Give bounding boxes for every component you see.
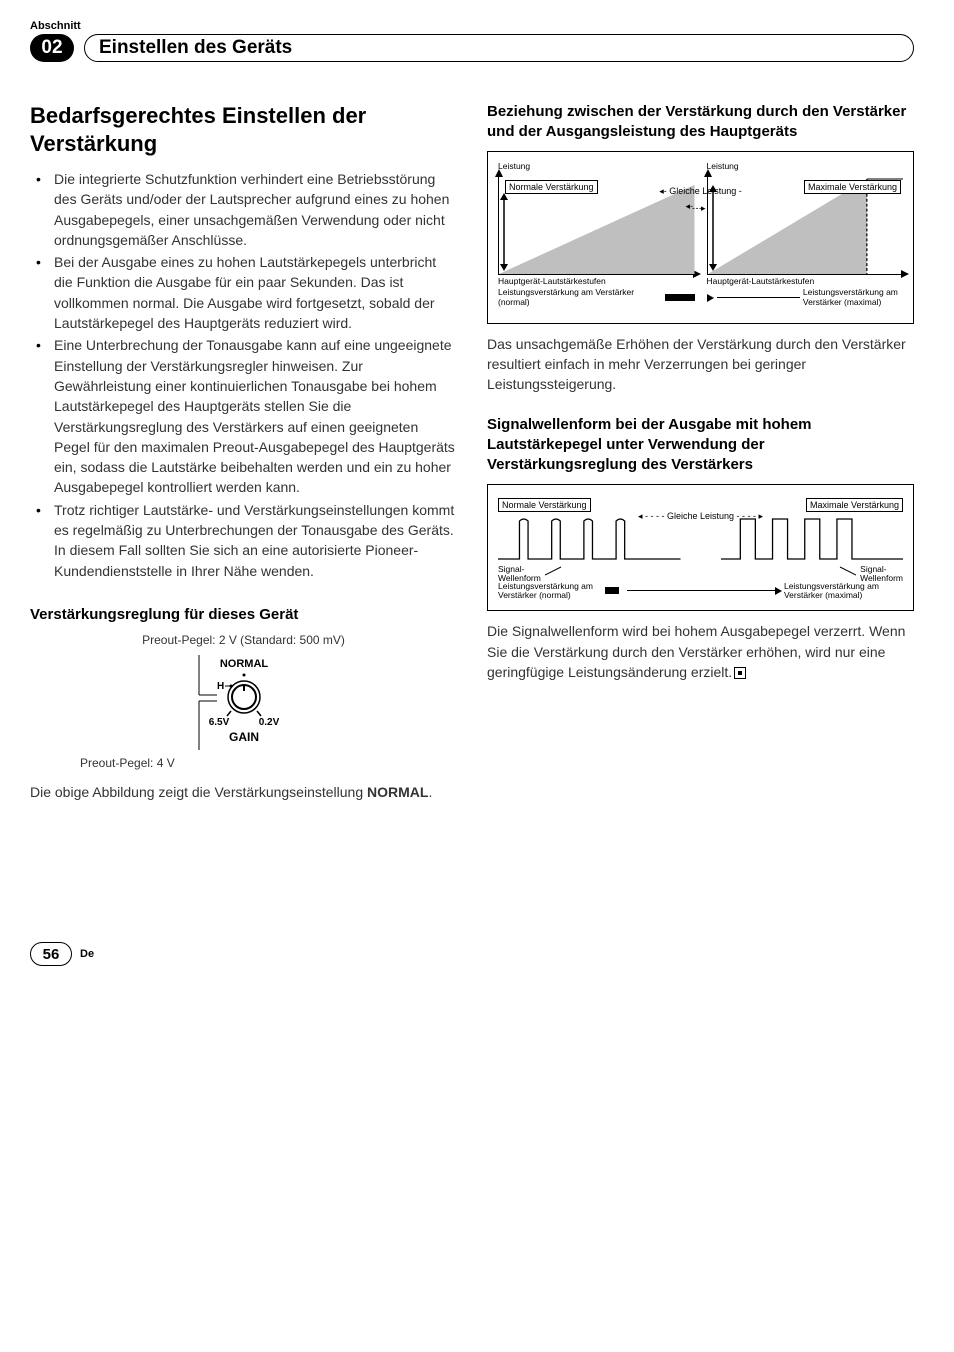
normal-gain-box: Normale Verstärkung bbox=[498, 498, 591, 512]
main-heading: Bedarfsgerechtes Einstellen der Verstärk… bbox=[30, 102, 457, 157]
end-mark-icon bbox=[734, 667, 746, 679]
list-item: Die integrierte Schutzfunktion verhinder… bbox=[30, 169, 457, 250]
list-item: Trotz richtiger Lautstärke- und Verstärk… bbox=[30, 500, 457, 581]
right-gain-label: Leistungsverstärkung am Verstärker (maxi… bbox=[803, 288, 903, 307]
section-label: Abschnitt bbox=[30, 20, 914, 32]
chapter-title-wrap: Einstellen des Geräts bbox=[84, 34, 914, 62]
svg-text:H: H bbox=[217, 681, 224, 692]
wave-heading: Signalwellenform bei der Ausgabe mit hoh… bbox=[487, 415, 914, 476]
gain-closing-text: Die obige Abbildung zeigt die Verstärkun… bbox=[30, 782, 457, 802]
list-item: Bei der Ausgabe eines zu hohen Lautstärk… bbox=[30, 252, 457, 333]
gain-caption-top: Preout-Pegel: 2 V (Standard: 500 mV) bbox=[30, 633, 457, 647]
bullet-list: Die integrierte Schutzfunktion verhinder… bbox=[30, 169, 457, 581]
svg-text:NORMAL: NORMAL bbox=[219, 658, 268, 670]
list-item: Eine Unterbrechung der Tonausgabe kann a… bbox=[30, 335, 457, 497]
relation-text: Das unsachgemäße Erhöhen der Verstärkung… bbox=[487, 334, 914, 395]
footer: 56 De bbox=[30, 942, 914, 966]
wave-panel-max: Maximale Verstärkung Signal- Wellenform bbox=[721, 495, 904, 585]
relation-heading: Beziehung zwischen der Verstärkung durch… bbox=[487, 102, 914, 143]
wave-panel-normal: Normale Verstärkung Signal- Wellenform bbox=[498, 495, 681, 585]
chapter-title: Einstellen des Geräts bbox=[99, 37, 292, 59]
left-gain-label: Leistungsverstärkung am Verstärker (norm… bbox=[498, 288, 662, 307]
header-bar: 02 Einstellen des Geräts bbox=[30, 34, 914, 62]
wave-text: Die Signalwellenform wird bei hohem Ausg… bbox=[487, 621, 914, 682]
gain-heading: Verstärkungsreglung für dieses Gerät bbox=[30, 605, 457, 625]
max-gain-box: Maximale Verstärkung bbox=[806, 498, 903, 512]
x-axis-label: Hauptgerät-Lautstärkestufen bbox=[707, 277, 904, 286]
gain-knob-svg: NORMAL H 6.5V 0.2V bbox=[169, 655, 319, 750]
closing-text-1: Die obige Abbildung zeigt die Verstärkun… bbox=[30, 784, 367, 800]
x-axis-label: Hauptgerät-Lautstärkestufen bbox=[498, 277, 695, 286]
page-number: 56 bbox=[30, 942, 72, 966]
right-column: Beziehung zwischen der Verstärkung durch… bbox=[487, 102, 914, 822]
leistung-label: Leistung bbox=[498, 162, 695, 171]
svg-text:6.5V: 6.5V bbox=[208, 717, 229, 728]
language-code: De bbox=[80, 948, 94, 960]
section-number-badge: 02 bbox=[30, 34, 74, 62]
wave-right-gain-label: Leistungsverstärkung am Verstärker (maxi… bbox=[784, 582, 903, 601]
closing-text-2: . bbox=[428, 784, 432, 800]
wave-left-gain-label: Leistungsverstärkung am Verstärker (norm… bbox=[498, 582, 597, 601]
gain-caption-bottom: Preout-Pegel: 4 V bbox=[80, 756, 457, 770]
svg-text:0.2V: 0.2V bbox=[258, 717, 279, 728]
gain-diagram: Preout-Pegel: 2 V (Standard: 500 mV) NOR… bbox=[30, 633, 457, 750]
left-column: Bedarfsgerechtes Einstellen der Verstärk… bbox=[30, 102, 457, 822]
svg-text:GAIN: GAIN bbox=[229, 730, 259, 744]
relation-diagram: Leistung Normale Verstärkung - - -▸ bbox=[487, 151, 914, 324]
leistung-label: Leistung bbox=[707, 162, 904, 171]
wave-diagram: Normale Verstärkung Signal- Wellenform bbox=[487, 484, 914, 612]
equal-power-label: ◂- Gleiche Leistung - bbox=[659, 186, 742, 196]
closing-text-bold: NORMAL bbox=[367, 784, 428, 800]
